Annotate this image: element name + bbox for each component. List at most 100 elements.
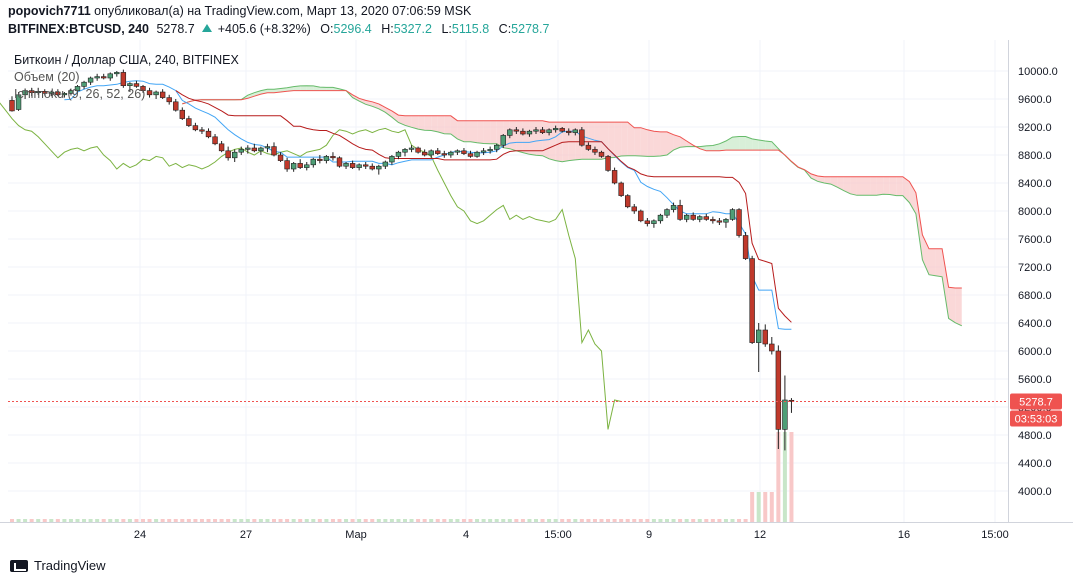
cloud-segment	[509, 120, 517, 151]
open-label: O:	[320, 22, 334, 36]
candle-body	[127, 83, 133, 86]
candle-body	[330, 156, 336, 159]
candle-body	[55, 91, 61, 96]
volume-bar	[121, 519, 126, 522]
volume-bar	[560, 519, 565, 522]
cloud-segment	[863, 176, 871, 196]
volume-bar	[632, 519, 637, 522]
volume-bar	[540, 519, 545, 522]
candle-body	[611, 170, 618, 184]
volume-bar	[330, 519, 335, 522]
volume-bar	[147, 519, 152, 522]
low-label: L:	[441, 22, 452, 36]
candle-body	[28, 90, 35, 93]
volume-bar	[671, 519, 676, 522]
y-tick-label: 4000.0	[1018, 486, 1052, 498]
grid	[8, 40, 1008, 522]
volume-bar	[186, 519, 191, 522]
volume-legend[interactable]: Объем (20)	[14, 70, 80, 84]
volume-bar	[455, 519, 460, 522]
y-tick-label: 8000.0	[1018, 206, 1052, 218]
candles	[9, 69, 795, 451]
cloud-segment	[385, 107, 392, 118]
volume-bar	[612, 519, 617, 522]
cloud-segment	[660, 131, 667, 157]
senkou-span-b-line	[182, 90, 962, 289]
cloud-segment	[745, 136, 753, 151]
volume-bar	[579, 519, 584, 522]
username[interactable]: popovich7711	[8, 4, 91, 18]
volume-bar	[501, 519, 506, 522]
cloud-segment	[732, 136, 740, 151]
cloud-segment	[444, 115, 451, 134]
volume-bar	[691, 519, 696, 522]
cloud-segment	[929, 248, 936, 276]
candle-body	[153, 91, 159, 96]
volume-bar	[324, 519, 329, 522]
cloud-segment	[280, 87, 288, 92]
candle-body	[579, 129, 585, 146]
x-tick-label: 27	[240, 529, 252, 541]
brand-text[interactable]: TradingView	[34, 558, 106, 573]
volume-bar	[252, 519, 257, 522]
volume-bar	[370, 519, 375, 522]
volume-bar	[448, 519, 453, 522]
candle-body	[513, 129, 520, 132]
cloud-segment	[653, 131, 661, 157]
cloud-segment	[647, 129, 654, 157]
volume-bar	[317, 519, 322, 522]
candle-body	[605, 156, 611, 171]
price-chart[interactable]: 10000.0 9600.0 9200.0 8800.0 8400.0 8000.0 760…	[0, 40, 1073, 548]
x-tick-label: 15:00	[544, 529, 572, 541]
candle-body	[232, 151, 238, 159]
candle-body	[552, 128, 559, 131]
volume-bar	[750, 492, 755, 522]
countdown-tag	[1010, 410, 1062, 427]
volume-bar	[599, 519, 604, 522]
candle-body	[762, 329, 768, 345]
volume-bar	[717, 519, 722, 522]
candle-body	[271, 146, 277, 156]
cloud-segment	[601, 122, 609, 160]
candle-body	[651, 220, 657, 224]
volume-bar	[272, 519, 276, 522]
chikou-span-line	[0, 102, 622, 430]
kijun-line	[175, 90, 792, 323]
y-tick-label: 5600.0	[1018, 374, 1052, 386]
candle-body	[441, 153, 447, 156]
volume-bar	[23, 519, 28, 522]
cloud-segment	[391, 110, 399, 123]
candle-body	[225, 150, 231, 159]
volume-bar	[357, 519, 362, 522]
candle-body	[9, 100, 15, 112]
x-tick-label: 16	[898, 529, 910, 541]
candle-body	[146, 90, 153, 96]
volume-bar	[422, 519, 427, 522]
volume-bar	[782, 432, 787, 522]
candle-body	[68, 90, 74, 94]
candle-body	[520, 130, 526, 135]
cloud-segment	[955, 288, 962, 326]
x-tick-label: 9	[646, 529, 652, 541]
volume-bar	[95, 519, 100, 522]
cloud-segment	[431, 115, 438, 132]
candle-body	[349, 163, 356, 168]
volume-bar	[154, 519, 159, 522]
ichimoku-legend[interactable]: Ichimoku (9, 26, 52, 26)	[14, 87, 146, 101]
volume-bar	[429, 519, 434, 522]
volume-bar	[475, 519, 480, 522]
cloud-segment	[667, 131, 674, 155]
volume-bar	[350, 519, 355, 522]
candle-body	[323, 156, 330, 161]
cloud-segment	[680, 136, 687, 148]
cloud-segment	[837, 176, 844, 191]
volume-bar	[586, 519, 591, 522]
candle-body	[677, 205, 683, 220]
y-tick-label: 6800.0	[1018, 290, 1052, 302]
cloud-segment	[673, 134, 681, 151]
volume-bar	[383, 519, 388, 522]
candle-body	[264, 146, 271, 149]
volume-bar	[311, 519, 316, 522]
candle-body	[631, 206, 637, 212]
volume-bar	[363, 519, 368, 522]
